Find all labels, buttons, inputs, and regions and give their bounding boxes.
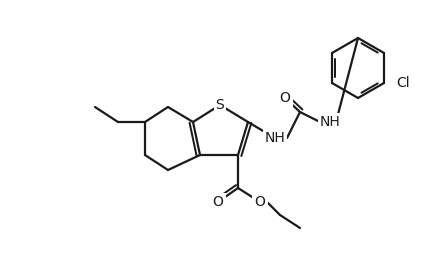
Text: NH: NH: [320, 115, 341, 129]
Text: O: O: [255, 195, 266, 209]
Text: O: O: [213, 195, 224, 209]
Text: O: O: [279, 91, 290, 105]
Text: Cl: Cl: [396, 76, 410, 90]
Text: NH: NH: [265, 131, 286, 145]
Text: S: S: [216, 98, 224, 112]
